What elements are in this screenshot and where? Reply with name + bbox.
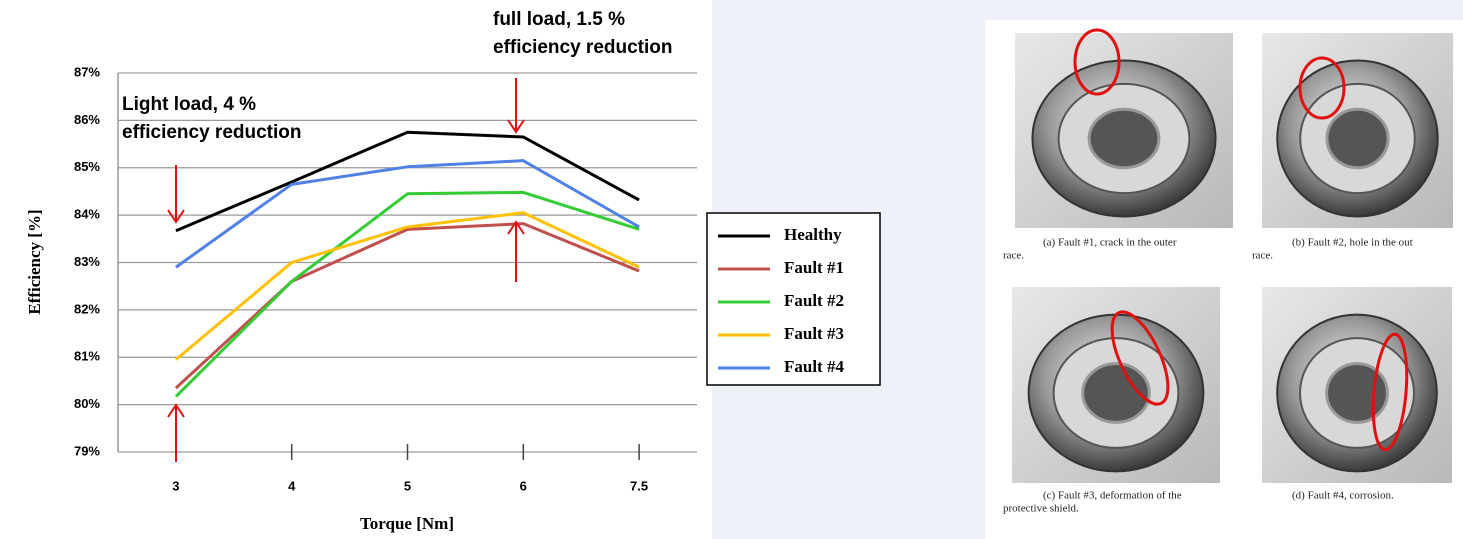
bearing-bore bbox=[1327, 364, 1388, 423]
y-tick-label: 81% bbox=[74, 349, 100, 364]
photo-caption: (a) Fault #1, crack in the outer bbox=[1043, 237, 1177, 249]
bearing-bore bbox=[1327, 109, 1388, 168]
photo-caption: (d) Fault #4, corrosion. bbox=[1292, 490, 1394, 502]
chart-panel bbox=[0, 0, 712, 539]
x-tick-label: 4 bbox=[288, 478, 296, 493]
legend-label: Fault #2 bbox=[784, 291, 844, 310]
bearing-bore bbox=[1089, 109, 1159, 168]
y-tick-label: 79% bbox=[74, 443, 100, 458]
y-tick-label: 82% bbox=[74, 301, 100, 316]
annotation: efficiency reduction bbox=[493, 37, 673, 58]
x-tick-label: 3 bbox=[172, 478, 179, 493]
annotation: full load, 1.5 % bbox=[493, 9, 625, 30]
annotation: efficiency reduction bbox=[122, 122, 302, 143]
x-axis-title: Torque [Nm] bbox=[360, 514, 454, 533]
y-tick-label: 85% bbox=[74, 159, 100, 174]
photo-caption: (b) Fault #2, hole in the out bbox=[1292, 237, 1413, 249]
y-tick-label: 86% bbox=[74, 112, 100, 127]
y-tick-label: 84% bbox=[74, 207, 100, 222]
y-tick-label: 83% bbox=[74, 254, 100, 269]
annotation: Light load, 4 % bbox=[122, 94, 256, 115]
legend-label: Healthy bbox=[784, 225, 842, 244]
x-tick-label: 6 bbox=[520, 478, 527, 493]
photo-caption: race. bbox=[1252, 250, 1273, 262]
photo-caption: protective shield. bbox=[1003, 503, 1079, 515]
page: 79% 80% 81% 82% 83% 84% 85% 86% 87% 3 4 5 6 7.5 Torque… bbox=[0, 0, 1463, 539]
legend-label: Fault #4 bbox=[784, 357, 844, 376]
y-axis-title: Efficiency [%] bbox=[25, 209, 44, 314]
x-tick-label: 5 bbox=[404, 478, 411, 493]
legend-label: Fault #3 bbox=[784, 324, 844, 343]
legend-label: Fault #1 bbox=[784, 258, 844, 277]
photo-caption: race. bbox=[1003, 250, 1024, 262]
photo-caption: (c) Fault #3, deformation of the bbox=[1043, 490, 1182, 502]
x-tick-label: 7.5 bbox=[630, 478, 648, 493]
y-tick-label: 80% bbox=[74, 396, 100, 411]
figure: 79% 80% 81% 82% 83% 84% 85% 86% 87% 3 4 5 6 7.5 Torque… bbox=[0, 0, 1463, 539]
y-tick-label: 87% bbox=[74, 64, 100, 79]
